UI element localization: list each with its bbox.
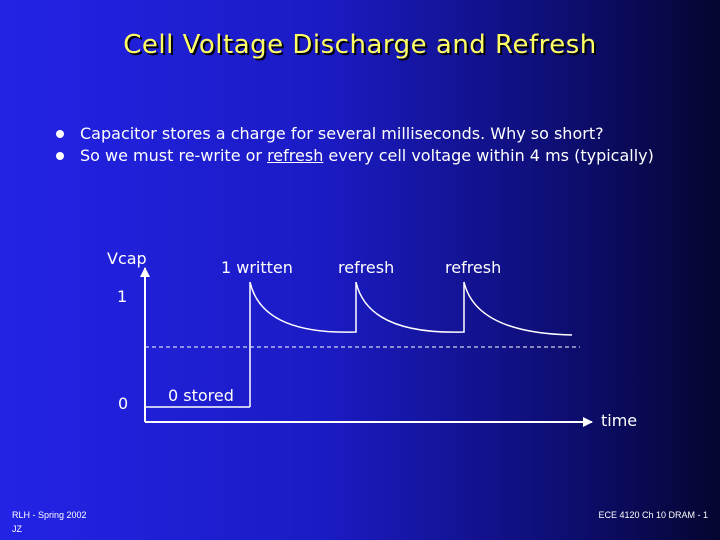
level-low-label: 0: [118, 394, 128, 413]
bullet-item: So we must re-write or refresh every cel…: [56, 145, 696, 167]
annotation-0-stored: 0 stored: [168, 386, 234, 405]
level-high-label: 1: [117, 287, 127, 306]
discharge-curve-1: [249, 281, 357, 333]
footer-initials: JZ: [12, 524, 22, 534]
discharge-curve-2: [355, 281, 465, 333]
bullet-dot-icon: [56, 152, 64, 160]
bullet-text-part: every cell voltage within 4 ms (typicall…: [323, 146, 654, 165]
footer-left: RLH - Spring 2002 JZ: [12, 510, 87, 534]
bullet-text-part: So we must re-write or: [80, 146, 268, 165]
bullet-list: Capacitor stores a charge for several mi…: [56, 123, 696, 167]
annotation-refresh-1: refresh: [338, 258, 394, 277]
annotation-1-written: 1 written: [221, 258, 293, 277]
bullet-text: Capacitor stores a charge for several mi…: [80, 123, 604, 145]
x-axis-label: time: [601, 411, 637, 430]
y-axis-label: Vcap: [107, 249, 147, 268]
slide-title: Cell Voltage Discharge and Refresh: [123, 30, 597, 60]
bullet-text: So we must re-write or refresh every cel…: [80, 145, 654, 167]
footer-author: RLH - Spring 2002: [12, 510, 87, 520]
annotation-refresh-2: refresh: [445, 258, 501, 277]
bullet-dot-icon: [56, 130, 64, 138]
underlined-term: refresh: [267, 146, 324, 165]
bullet-text-part: Capacitor stores a charge for several mi…: [80, 124, 604, 143]
bullet-item: Capacitor stores a charge for several mi…: [56, 123, 696, 145]
discharge-curve-3: [463, 281, 573, 336]
footer-page-id: ECE 4120 Ch 10 DRAM - 1: [598, 510, 708, 520]
